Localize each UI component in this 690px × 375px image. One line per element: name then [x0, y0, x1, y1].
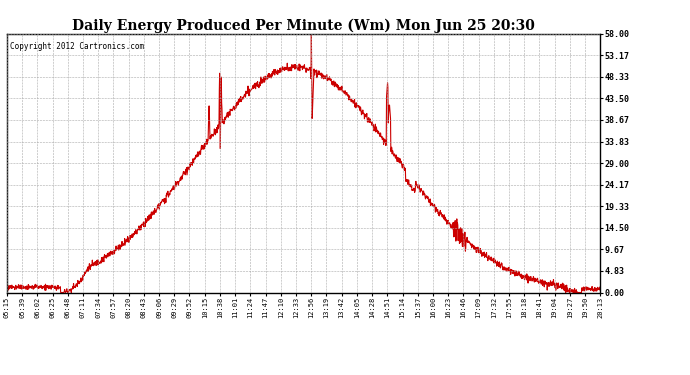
Title: Daily Energy Produced Per Minute (Wm) Mon Jun 25 20:30: Daily Energy Produced Per Minute (Wm) Mo… [72, 18, 535, 33]
Text: Copyright 2012 Cartronics.com: Copyright 2012 Cartronics.com [10, 42, 144, 51]
